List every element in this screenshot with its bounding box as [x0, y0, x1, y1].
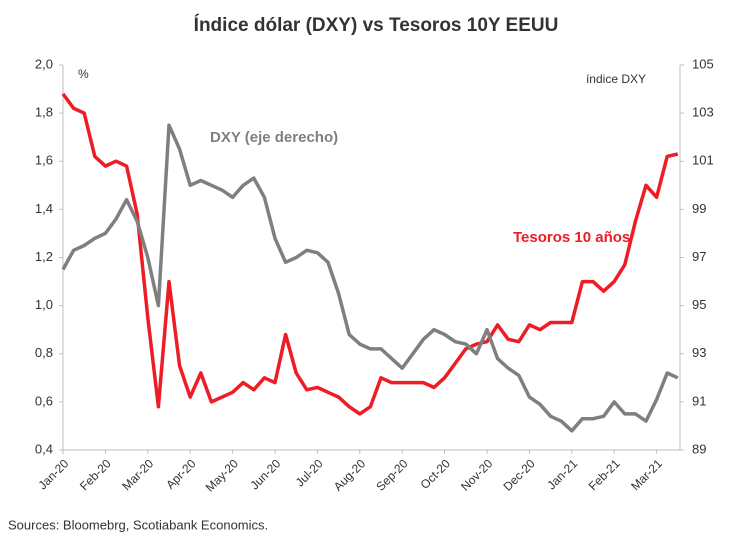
x-tick-label: Mar-21: [628, 456, 665, 493]
y-tick-label: 1,6: [35, 153, 53, 168]
x-tick-label: Dec-20: [501, 456, 538, 493]
y-tick-label: 0,4: [35, 441, 53, 456]
x-tick-label: Jan-20: [36, 456, 72, 492]
y2-tick-label: 103: [692, 105, 714, 120]
x-tick-label: Apr-20: [163, 456, 199, 492]
x-tick-label: Feb-20: [77, 456, 114, 493]
y2-tick-label: 101: [692, 153, 714, 168]
y2-axis-label: índice DXY: [586, 72, 646, 86]
x-tick-label: Nov-20: [458, 456, 495, 493]
x-tick-label: Oct-20: [418, 456, 454, 492]
x-tick-label: May-20: [203, 456, 241, 494]
series-label: DXY (eje derecho): [210, 129, 338, 146]
y-tick-label: 1,0: [35, 297, 53, 312]
chart-title: Índice dólar (DXY) vs Tesoros 10Y EEUU: [194, 14, 559, 36]
y2-tick-label: 93: [692, 345, 706, 360]
y-tick-label: 1,4: [35, 201, 53, 216]
y-tick-label: 2,0: [35, 56, 53, 71]
y2-tick-label: 97: [692, 249, 706, 264]
y2-tick-label: 99: [692, 201, 706, 216]
x-tick-label: Jul-20: [293, 456, 326, 489]
y2-tick-label: 89: [692, 441, 706, 456]
y-tick-label: 0,6: [35, 393, 53, 408]
y-axis-label: %: [78, 67, 89, 81]
x-tick-label: Sep-20: [373, 456, 410, 493]
x-tick-label: Jan-21: [544, 456, 580, 492]
y2-tick-label: 91: [692, 393, 706, 408]
y2-tick-label: 95: [692, 297, 706, 312]
x-tick-label: Feb-21: [586, 456, 623, 493]
x-tick-label: Jun-20: [248, 456, 284, 492]
x-tick-label: Aug-20: [331, 456, 368, 493]
y2-tick-label: 105: [692, 56, 714, 71]
source: Sources: Bloomebrg, Scotiabank Economics…: [8, 517, 268, 532]
y-tick-label: 1,2: [35, 249, 53, 264]
series-line: [61, 92, 679, 416]
y-tick-label: 0,8: [35, 345, 53, 360]
y-tick-label: 1,8: [35, 105, 53, 120]
series-label: Tesoros 10 años: [513, 229, 630, 246]
series-line: [61, 123, 679, 433]
x-tick-label: Mar-20: [119, 456, 156, 493]
